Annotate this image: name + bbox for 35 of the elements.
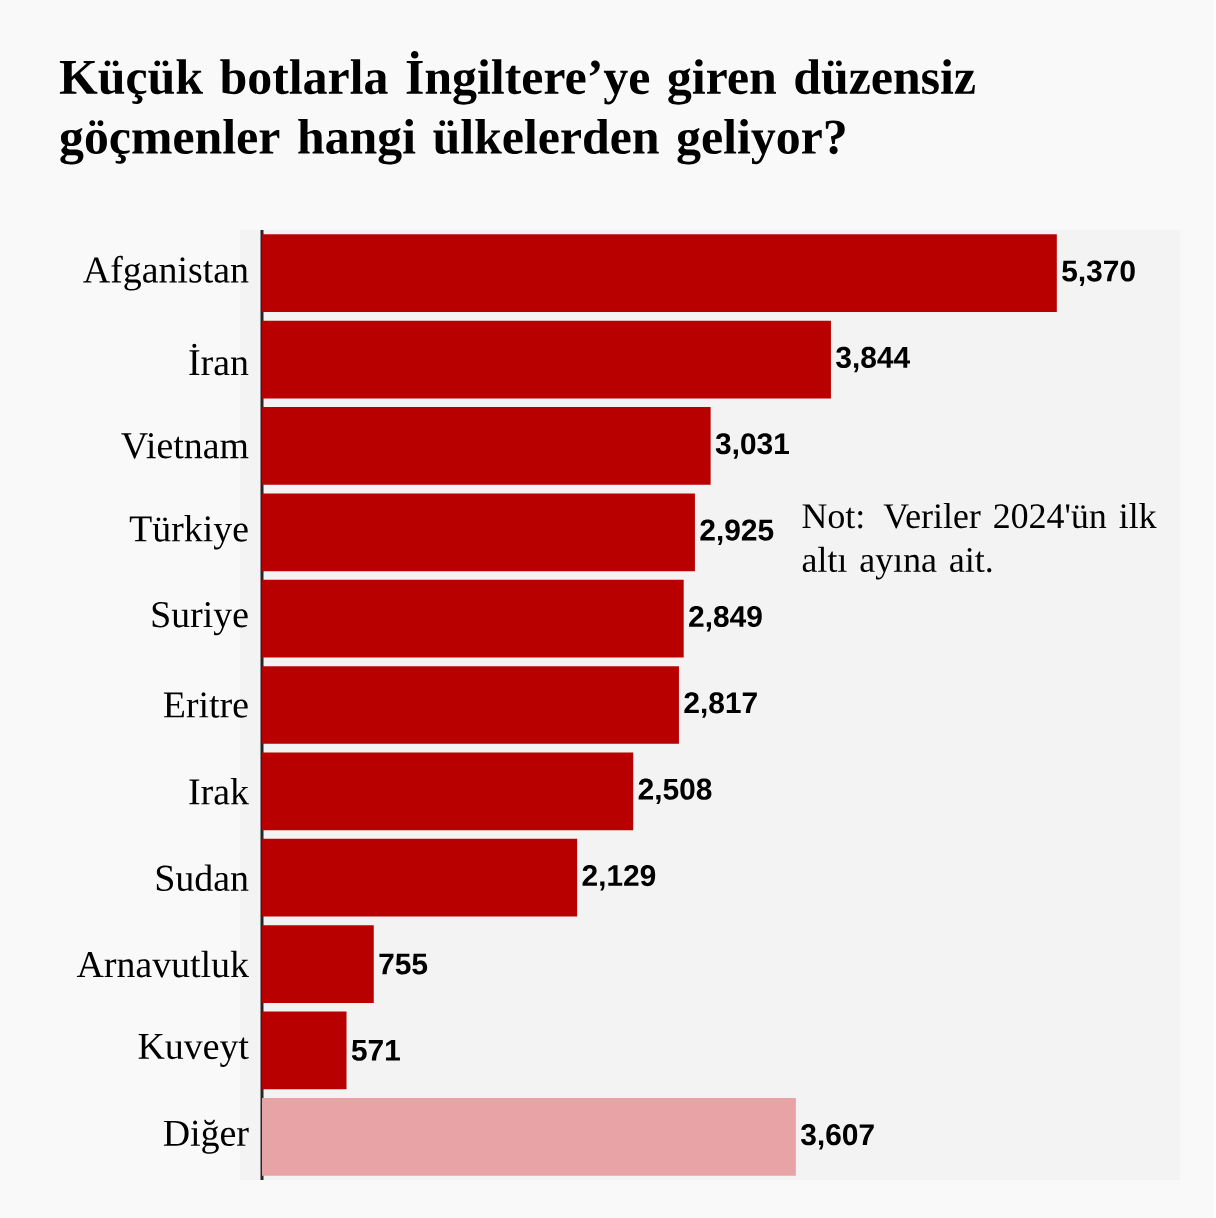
- y-tick-label: İran: [189, 343, 249, 376]
- y-tick-label: Vietnam: [121, 433, 249, 459]
- bar: [262, 493, 696, 572]
- data-label: 2,849: [689, 605, 762, 632]
- y-tick-label: Kuveyt: [138, 1033, 249, 1067]
- data-label: 755: [379, 953, 428, 975]
- chart-title: Küçük botlarla İngiltere’ye giren düzensiz göçmenler hangi ülkelerden geliyor?: [60, 51, 976, 165]
- bar: [262, 838, 578, 917]
- y-tick-label: Sudan: [157, 864, 249, 892]
- y-tick-label: Türkiye: [129, 515, 248, 550]
- y-tick-label: Suriye: [152, 602, 248, 636]
- y-tick-label: Diğer: [164, 1119, 249, 1154]
- bar: [262, 925, 374, 1003]
- bar: [262, 320, 832, 399]
- data-label: 2,508: [638, 778, 712, 805]
- bar: [262, 1011, 347, 1090]
- y-tick-label: Irak: [189, 778, 250, 805]
- bar: [262, 752, 634, 831]
- bar: [262, 1097, 797, 1176]
- data-label: 2,817: [684, 692, 757, 718]
- y-tick-label: Afganistan: [83, 255, 249, 291]
- bar: [262, 579, 684, 658]
- data-label: 3,844: [836, 346, 911, 373]
- data-label: 571: [351, 1040, 401, 1061]
- annotation: Not: Veriler 2024'ün ilk altı ayına ait.: [802, 503, 1157, 580]
- bar: [262, 234, 1057, 313]
- data-label: 5,370: [1062, 260, 1135, 286]
- data-label: 2,129: [582, 864, 656, 891]
- y-tick-label: Arnavutluk: [77, 950, 250, 978]
- bar: [262, 666, 680, 744]
- data-label: 3,607: [801, 1124, 874, 1150]
- data-label: 3,031: [715, 433, 790, 459]
- data-label: 2,925: [700, 519, 774, 546]
- bar: [262, 407, 711, 485]
- y-tick-label: Eritre: [164, 692, 248, 718]
